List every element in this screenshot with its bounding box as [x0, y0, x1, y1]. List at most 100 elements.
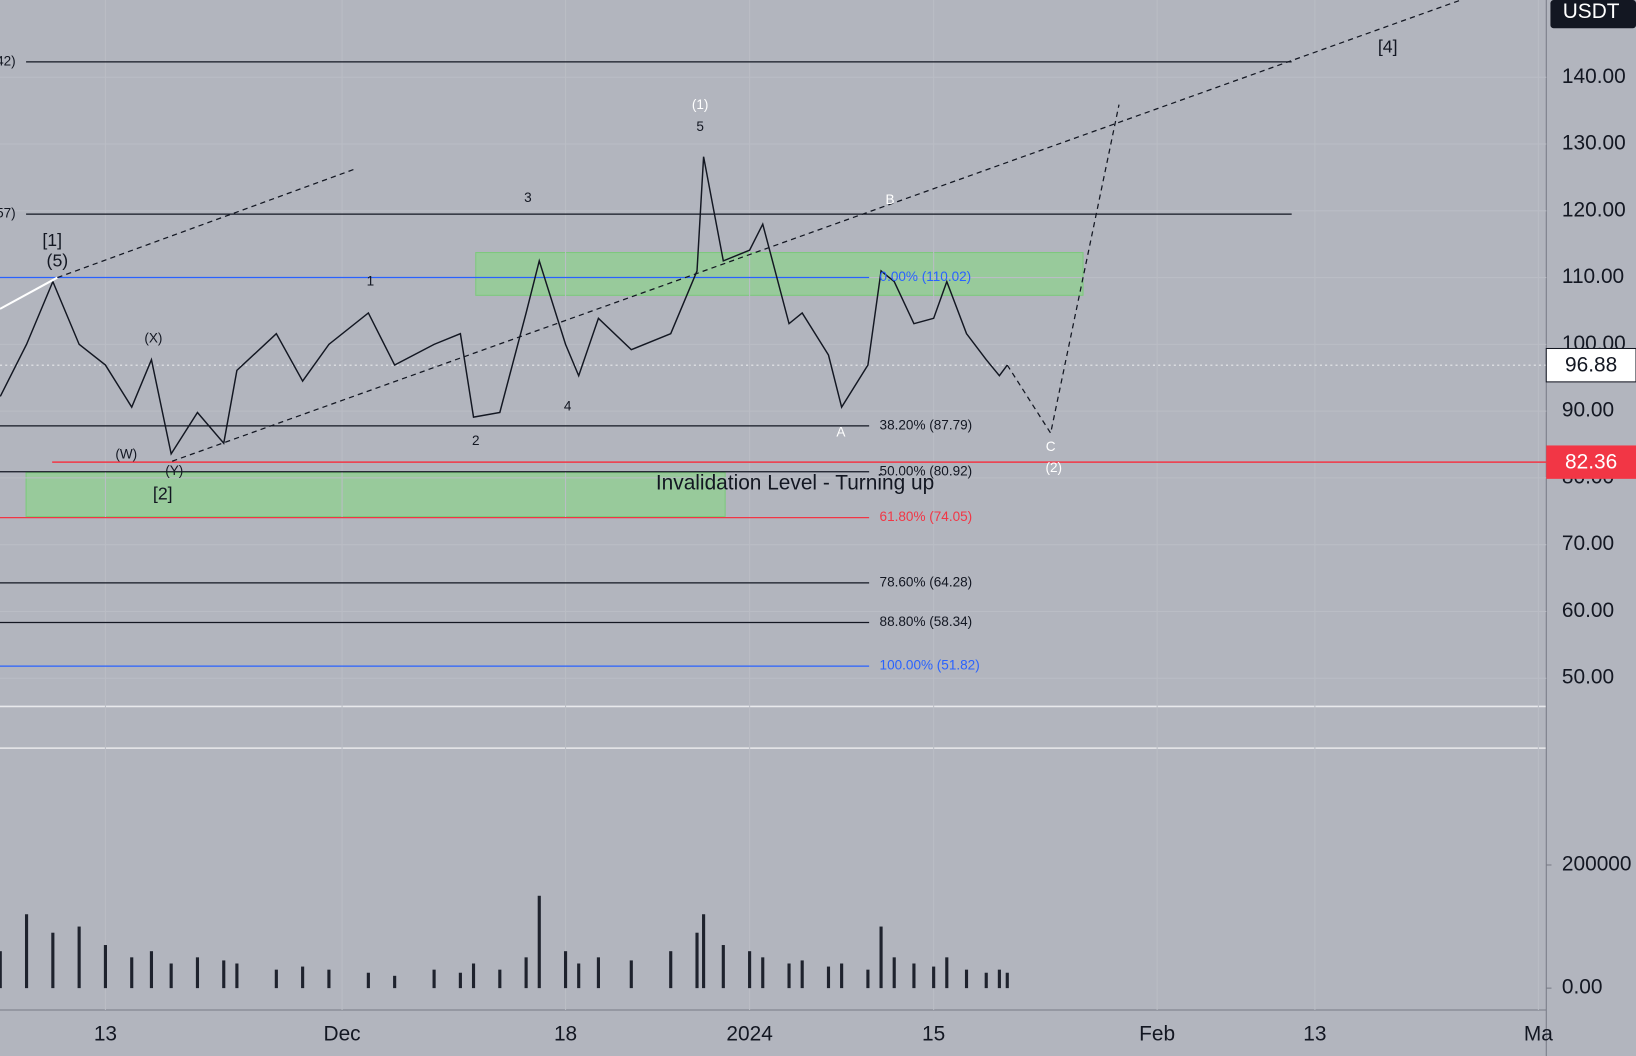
currency: USDT	[1563, 0, 1620, 23]
volume-bar	[563, 951, 568, 989]
x-tick-label: 15	[922, 1023, 945, 1046]
fib-label: 61.80% (74.05)	[880, 509, 973, 524]
last-price: 96.88	[1565, 354, 1617, 377]
volume-bar	[1005, 972, 1009, 989]
wave-label: (5)	[47, 251, 69, 271]
x-tick-label: Ma	[1524, 1023, 1553, 1046]
volume-bar	[458, 972, 462, 989]
trend-line	[0, 276, 58, 310]
volume-bar	[866, 969, 870, 989]
volume-bar	[596, 957, 600, 989]
volume-bar	[51, 932, 55, 989]
x-tick-label: Dec	[324, 1023, 361, 1046]
fib-label: 78.60% (64.28)	[880, 574, 973, 589]
volume-bar	[393, 975, 397, 989]
volume-bar	[984, 972, 988, 989]
volume-bar	[669, 951, 673, 989]
wave-label: 5	[696, 119, 704, 134]
volume-bar	[945, 957, 949, 989]
volume-bar	[932, 966, 936, 989]
y-tick-label: 200000	[1562, 853, 1632, 876]
x-tick-label: 13	[1303, 1023, 1326, 1046]
volume-bar	[327, 969, 331, 989]
wave-label: 3	[524, 190, 532, 205]
fib-label: 88.80% (58.34)	[880, 614, 973, 629]
level-label: 42)	[0, 53, 16, 68]
volume-bar	[235, 963, 239, 989]
invalidation-text: Invalidation Level - Turning up	[656, 472, 934, 495]
y-tick-label: 90.00	[1562, 399, 1614, 422]
volume-bar	[761, 957, 765, 989]
wave-label: 2	[472, 433, 480, 448]
trend-line	[57, 168, 355, 279]
y-tick-label: 140.00	[1562, 65, 1626, 88]
volume-bar	[748, 951, 752, 989]
plot-layer	[0, 61, 1547, 989]
volume-bar	[301, 966, 305, 989]
volume-bar	[274, 969, 278, 989]
volume-bar	[149, 951, 154, 989]
projection-line	[1006, 104, 1120, 435]
x-tick-label: 18	[554, 1023, 577, 1046]
target-zone	[25, 472, 726, 518]
wave-label: (1)	[692, 97, 709, 112]
volume-bar	[77, 926, 81, 989]
volume-bar	[222, 960, 226, 989]
wave-label: (W)	[115, 447, 137, 462]
y-tick-label: 50.00	[1562, 666, 1614, 689]
level-label: 57)	[0, 206, 16, 221]
volume-bar	[130, 957, 134, 989]
fib-label: 38.20% (87.79)	[880, 417, 973, 432]
y-tick-label: 110.00	[1562, 265, 1624, 288]
volume-bar	[366, 972, 370, 989]
fib-label: 0.00% (110.02)	[880, 269, 972, 284]
y-tick-label: 120.00	[1562, 198, 1626, 221]
volume-bar	[787, 963, 791, 989]
volume-bar	[997, 969, 1001, 989]
y-tick-label: 70.00	[1562, 532, 1614, 555]
volume-bar	[879, 926, 883, 989]
volume-bar	[169, 963, 173, 989]
volume-bar	[498, 969, 502, 989]
volume-bar	[840, 963, 844, 989]
x-tick-label: Feb	[1139, 1023, 1175, 1046]
wave-label: C	[1046, 439, 1056, 454]
volume-bar	[195, 957, 200, 989]
volume-bar	[471, 963, 476, 989]
wave-label: (2)	[1046, 460, 1063, 475]
volume-bar	[800, 960, 804, 989]
wave-label: 4	[564, 399, 572, 414]
invalidation-price: 82.36	[1565, 451, 1617, 474]
price-box	[1545, 347, 1636, 383]
volume-bar	[432, 969, 436, 989]
fib-label: 50.00% (80.92)	[880, 463, 973, 478]
trend-line	[171, 0, 1461, 462]
y-tick-label: 60.00	[1562, 599, 1614, 622]
wave-label: [1]	[42, 230, 62, 250]
volume-bar	[695, 932, 699, 989]
price-box	[1546, 445, 1636, 479]
wave-label: [2]	[153, 483, 173, 503]
volume-bar	[537, 895, 541, 989]
volume-bar	[912, 963, 916, 989]
fib-label: 100.00% (51.82)	[880, 658, 980, 673]
price-line	[0, 156, 1008, 456]
x-tick-label: 13	[94, 1023, 117, 1046]
wave-label: (Y)	[165, 463, 183, 478]
volume-bar	[103, 945, 107, 989]
volume-bar	[702, 914, 706, 989]
wave-label: 1	[367, 273, 375, 288]
currency-box	[1550, 0, 1636, 29]
volume-bar	[964, 969, 969, 989]
volume-bar	[24, 914, 29, 989]
x-tick-label: 2024	[726, 1023, 772, 1046]
wave-label: [4]	[1378, 37, 1398, 57]
volume-bar	[892, 957, 896, 989]
y-tick-label: 0.00	[1562, 976, 1603, 999]
volume-bar	[577, 963, 581, 989]
volume-bar	[826, 966, 831, 989]
volume-bar	[721, 945, 725, 989]
volume-bar	[0, 951, 2, 989]
